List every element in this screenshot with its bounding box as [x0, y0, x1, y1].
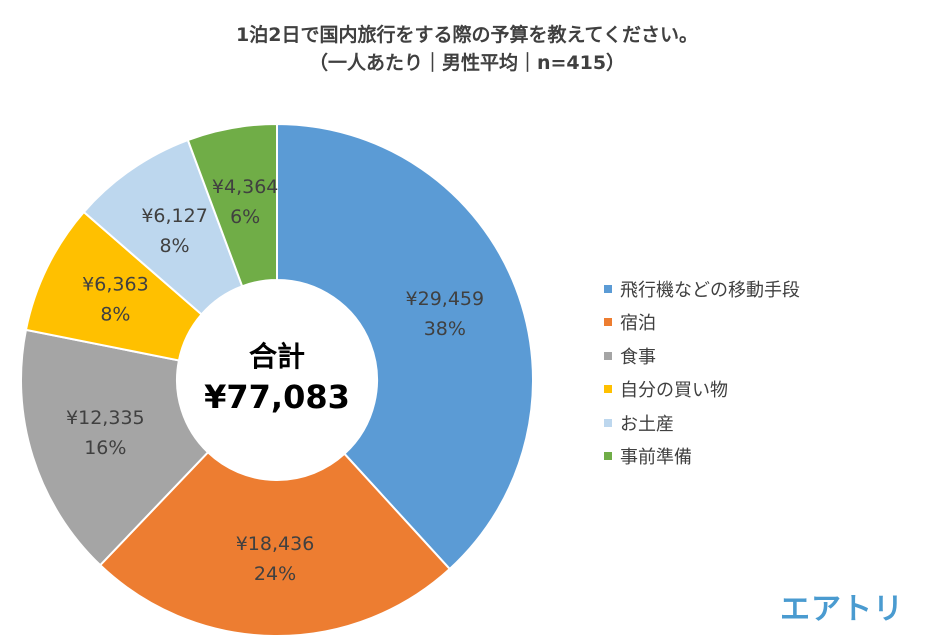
legend-label: お土産: [620, 413, 674, 435]
slice-value-label: ¥29,459: [406, 288, 485, 310]
legend-label: 自分の買い物: [620, 380, 728, 402]
slice-value-label: ¥4,364: [212, 176, 278, 198]
slice-2: [20, 328, 210, 567]
slice-1: [98, 450, 452, 637]
legend-label: 宿泊: [620, 313, 656, 335]
slice-value-label: ¥6,363: [82, 274, 148, 296]
slice-percent-label: 24%: [254, 563, 296, 585]
slice-percent-label: 6%: [230, 206, 260, 228]
slice-value-label: ¥12,335: [66, 407, 145, 429]
legend-label: 飛行機などの移動手段: [620, 279, 800, 301]
slice-percent-label: 8%: [159, 235, 189, 257]
logo: エアトリ: [780, 592, 904, 627]
slice-percent-label: 38%: [424, 318, 466, 340]
legend-label: 事前準備: [620, 447, 692, 469]
slice-5: [186, 122, 278, 288]
legend-swatch: [604, 452, 612, 461]
legend: 飛行機などの移動手段 宿泊食事自分の買い物 お土産事前準備: [604, 272, 800, 473]
slice-value-label: ¥6,127: [141, 205, 207, 227]
chart-title: 1泊2日で国内旅行をする際の予算を教えてください。: [236, 24, 698, 46]
slice-percent-label: 8%: [100, 304, 130, 326]
legend-item: 宿泊: [604, 306, 800, 340]
center-label: 合計: [249, 340, 305, 373]
center-value: ¥77,083: [204, 378, 350, 416]
slice-percent-label: 16%: [84, 437, 126, 459]
legend-swatch: [604, 284, 612, 293]
legend-item: 事前準備: [604, 440, 800, 474]
legend-swatch: [604, 351, 612, 360]
legend-label: 食事: [620, 346, 656, 368]
chart-subtitle: （一人あたり｜男性平均｜n=415）: [308, 52, 626, 74]
slice-value-label: ¥18,436: [236, 533, 315, 555]
legend-item: お土産: [604, 406, 800, 440]
legend-swatch: [604, 385, 612, 394]
legend-swatch: [604, 418, 612, 427]
legend-item: 食事: [604, 339, 800, 373]
legend-item: 飛行機などの移動手段: [604, 272, 800, 306]
slice-0: [276, 122, 534, 571]
legend-item: 自分の買い物: [604, 373, 800, 407]
legend-swatch: [604, 318, 612, 327]
